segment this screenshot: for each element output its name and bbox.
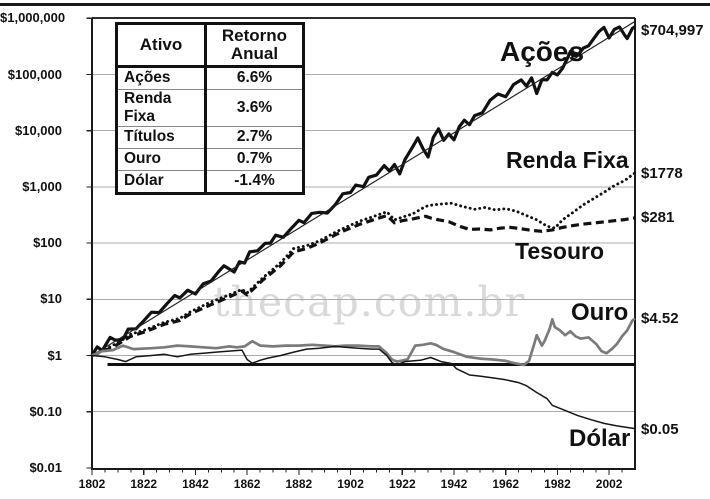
y-axis-tick-label: $100 xyxy=(33,235,62,251)
x-axis-tick-label: 1882 xyxy=(285,477,313,491)
end-value-dolar: $0.05 xyxy=(641,421,679,438)
x-axis-tick-label: 1802 xyxy=(78,477,106,491)
y-axis-tick-label: $10,000 xyxy=(15,122,62,138)
table-row: Ouro 0.7% xyxy=(116,147,304,171)
end-value-renda-fixa: $1778 xyxy=(641,165,683,182)
series-label-acoes: Ações xyxy=(500,36,585,67)
table-row: Títulos 2.7% xyxy=(116,125,304,149)
asset-name: Renda Fixa xyxy=(116,88,206,127)
series-label-tesouro: Tesouro xyxy=(515,238,605,264)
series-line-tesouro xyxy=(91,213,636,357)
x-axis-tick-label: 1862 xyxy=(233,477,261,491)
series-line-dolar xyxy=(91,345,636,430)
y-axis-tick-label: $10 xyxy=(40,291,62,307)
series-label-renda-fixa: Renda Fixa xyxy=(506,147,629,173)
x-axis-tick-label: 1822 xyxy=(130,477,158,491)
asset-return: 0.7% xyxy=(204,147,304,171)
asset-return: 6.6% xyxy=(204,65,304,90)
y-axis-tick-label: $0.10 xyxy=(29,403,62,419)
series-line-trend xyxy=(91,20,636,357)
series-line-renda_fixa xyxy=(90,171,637,357)
asset-name: Dólar xyxy=(116,169,206,194)
asset-return: 3.6% xyxy=(204,88,304,127)
series-label-ouro: Ouro xyxy=(571,299,629,326)
series-line-ouro xyxy=(91,317,636,367)
x-axis-tick-label: 1962 xyxy=(492,477,520,491)
asset-return: 2.7% xyxy=(204,125,304,149)
end-value-ouro: $4.52 xyxy=(641,310,679,327)
x-axis-tick-label: 1982 xyxy=(544,477,571,491)
asset-name: Ouro xyxy=(116,147,206,171)
end-value-tesouro: $281 xyxy=(641,209,675,226)
x-axis-tick-label: 1902 xyxy=(337,477,364,491)
x-axis-tick-label: 1842 xyxy=(182,477,209,491)
x-axis-tick-label: 1942 xyxy=(440,477,468,491)
asset-return: -1.4% xyxy=(204,169,304,194)
top-rule xyxy=(0,3,710,6)
header-return: Retorno Anual xyxy=(204,23,304,68)
series-label-dolar: Dólar xyxy=(569,425,631,452)
table-row: Renda Fixa 3.6% xyxy=(116,88,304,127)
y-axis-tick-label: $0.01 xyxy=(29,459,62,475)
end-value-acoes: $704,997 xyxy=(641,22,704,39)
asset-name: Títulos xyxy=(116,125,206,149)
table-header-row: Ativo Retorno Anual xyxy=(116,23,304,68)
y-axis-tick-label: $1 xyxy=(47,347,62,363)
x-axis-tick-label: 1922 xyxy=(388,477,416,491)
asset-name: Ações xyxy=(116,65,206,90)
y-axis-tick-label: $1,000,000 xyxy=(0,10,66,26)
y-axis-tick-label: $1,000 xyxy=(22,178,62,194)
annual-return-table: Ativo Retorno Anual Ações 6.6% Renda Fix… xyxy=(115,22,305,195)
y-axis-tick-label: $100,000 xyxy=(7,66,62,82)
table-row: Ações 6.6% xyxy=(116,65,304,90)
table-row: Dólar -1.4% xyxy=(116,169,304,194)
header-asset: Ativo xyxy=(116,23,206,68)
watermark: thecap.com.br xyxy=(213,278,526,326)
x-axis-tick-label: 2002 xyxy=(595,477,623,491)
